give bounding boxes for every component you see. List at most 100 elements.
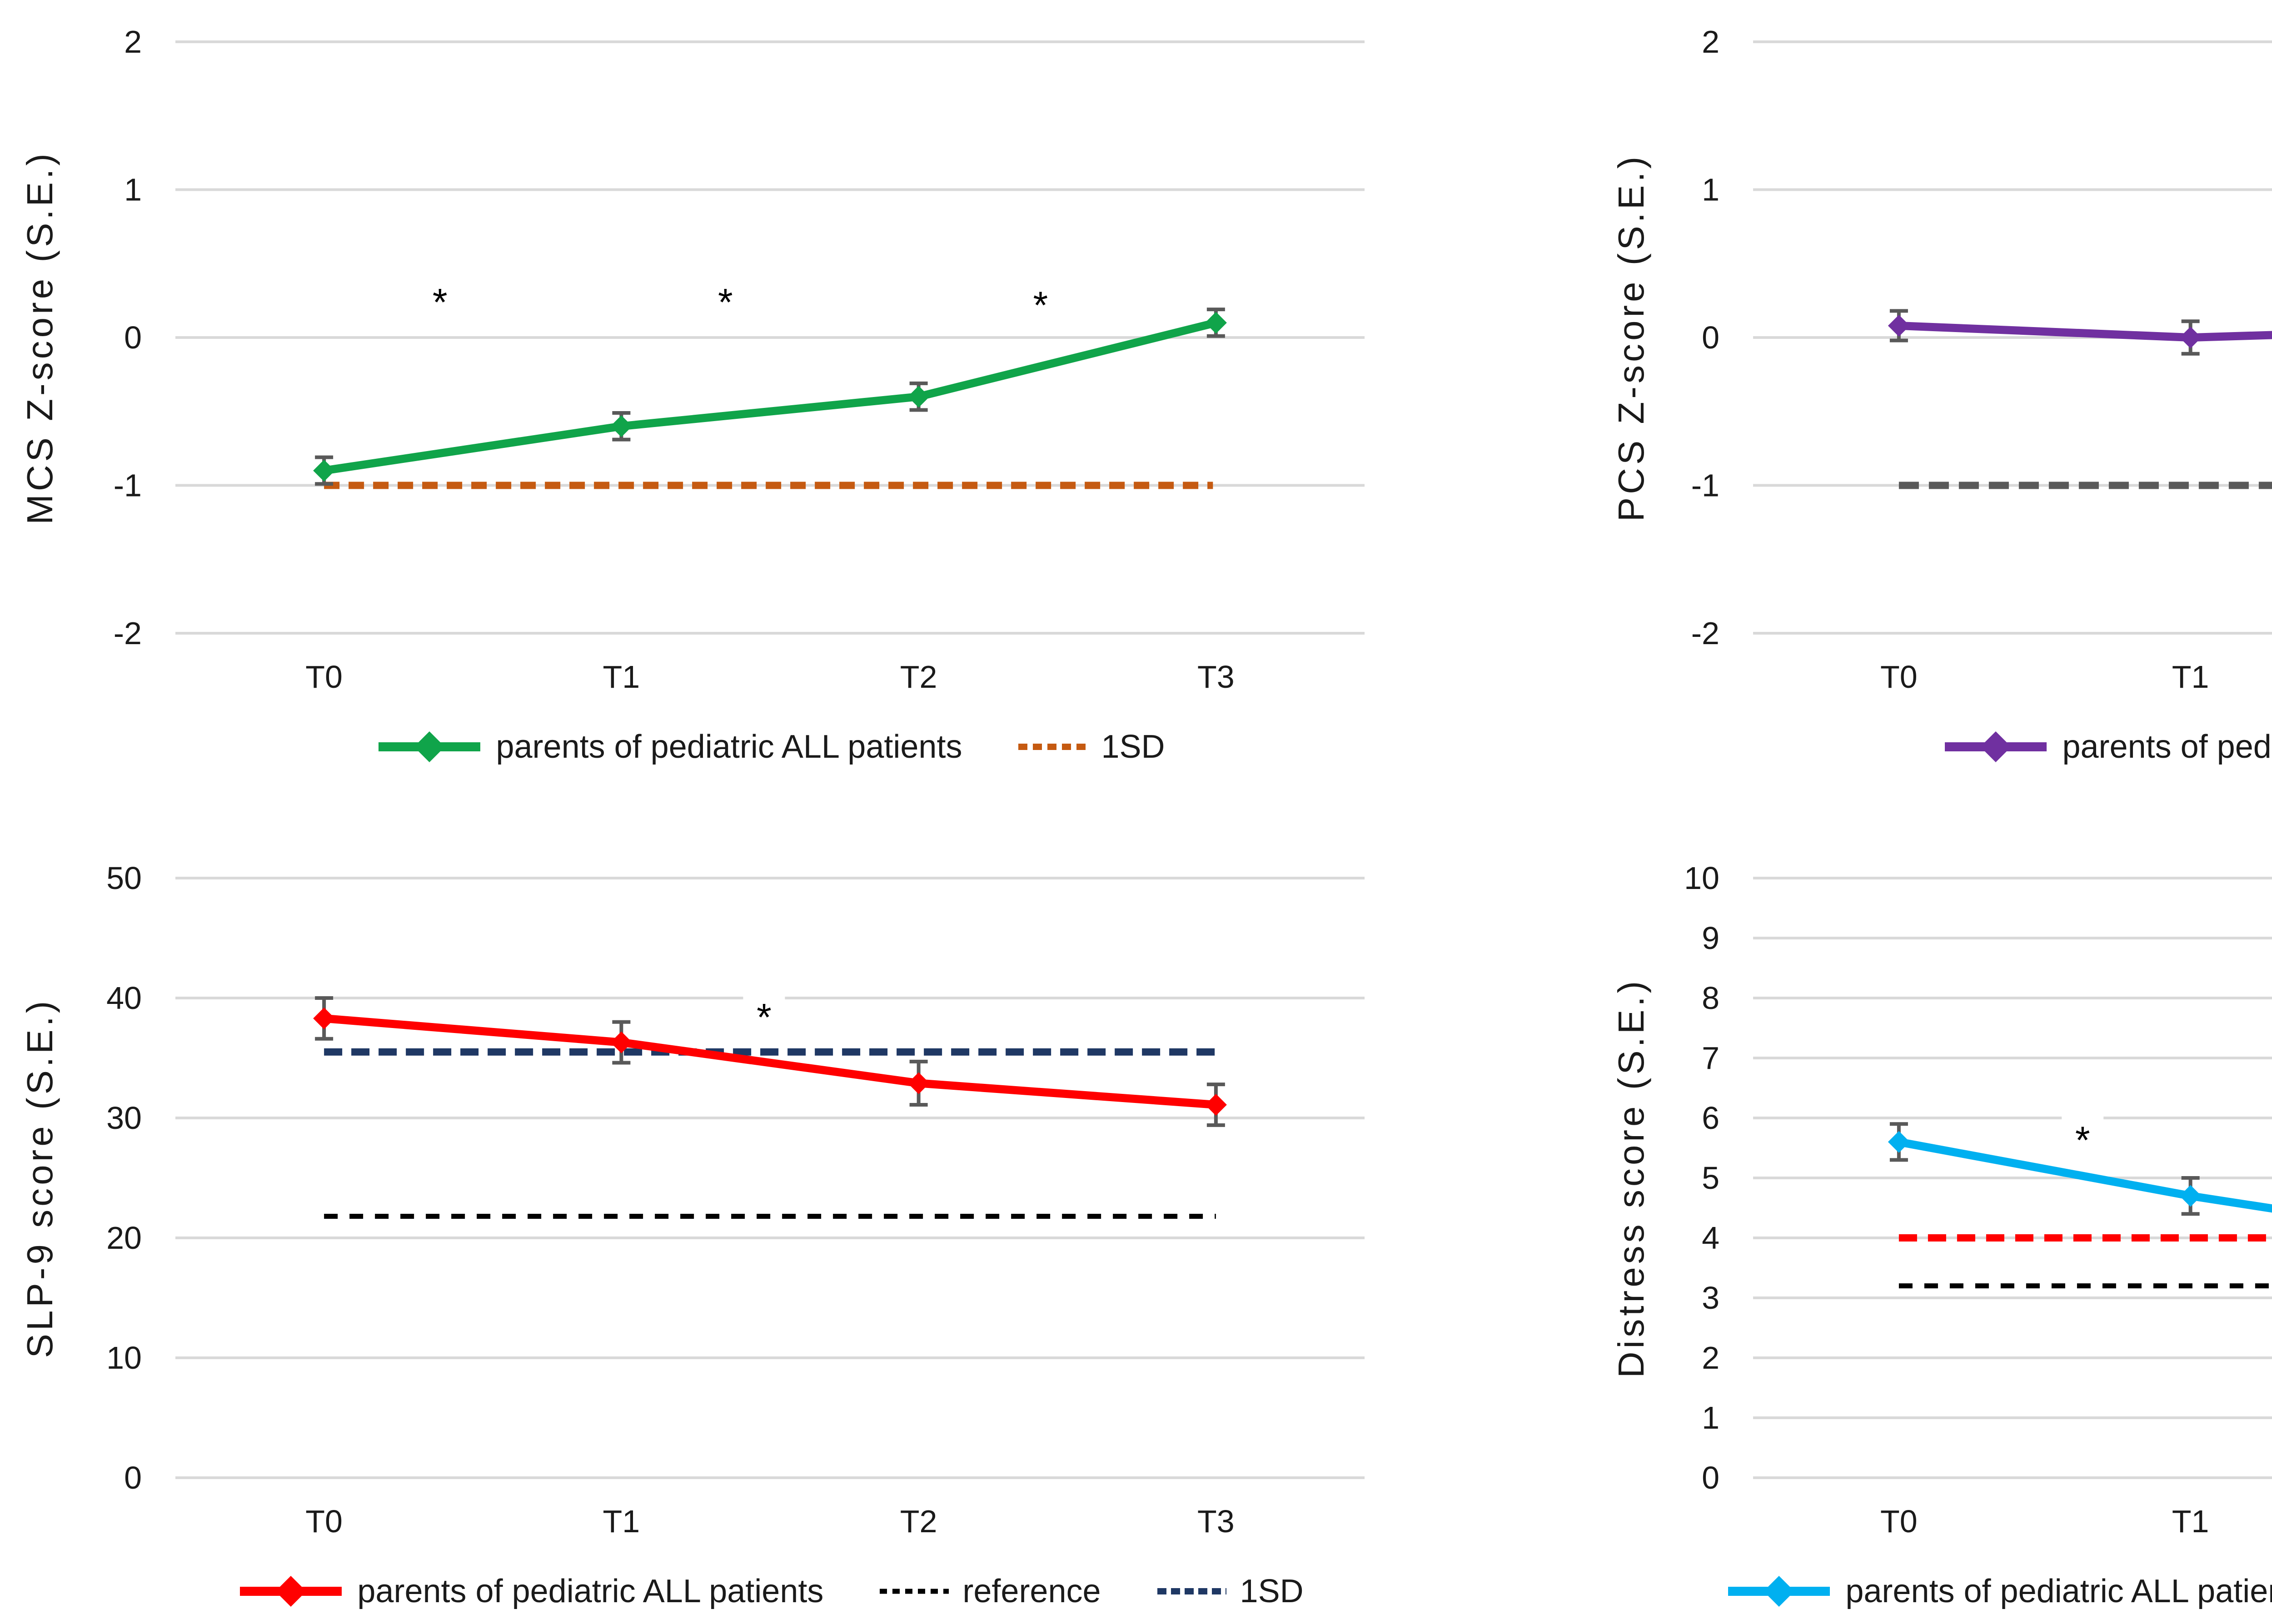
y-tick-label: -2 <box>114 616 142 651</box>
legend-label: parents of pediatric ALL patients <box>1845 1573 2272 1609</box>
annotation-background <box>2062 1106 2104 1162</box>
y-tick-label: 8 <box>1702 980 1719 1016</box>
legend-label: 1SD <box>1240 1573 1304 1609</box>
x-tick-label: T3 <box>1197 1504 1235 1539</box>
y-tick-label: 0 <box>1702 320 1719 355</box>
dashed-line-swatch-icon <box>1157 1588 1226 1594</box>
series-swatch-icon <box>1945 731 2047 762</box>
data-point-marker <box>1888 1131 1910 1153</box>
significance-asterisk: * <box>2075 1119 2090 1162</box>
legend-item-series: parents of pediatric ALL patients <box>236 1571 823 1612</box>
series-line <box>1894 321 2272 342</box>
y-tick-label: 6 <box>1702 1100 1719 1136</box>
x-tick-label: T1 <box>603 659 640 695</box>
data-point-marker <box>907 386 930 408</box>
y-tick-label: 0 <box>124 1460 142 1495</box>
legend-item-series: parents of pediatric ALL patients <box>1724 1571 2272 1612</box>
y-tick-label: 30 <box>106 1100 142 1136</box>
y-tick-label: 2 <box>124 24 142 60</box>
y-axis-title: PCS Z-score (S.E.) <box>1611 153 1651 522</box>
chart-panel-2: 50 40 30 20 10 0 T0 T1 T2 T3 * <box>106 860 1365 1539</box>
y-tick-label: 4 <box>1702 1220 1719 1256</box>
annotation-background <box>419 268 461 324</box>
y-tick-label: 2 <box>1702 1340 1719 1376</box>
x-tick-label: T2 <box>900 659 937 695</box>
data-point-marker <box>313 1007 335 1029</box>
legend-label: reference <box>962 1573 1101 1609</box>
legend-label: parents of pediatric ALL patients <box>496 729 962 765</box>
dashed-line-swatch-icon <box>880 1589 949 1594</box>
annotation-background <box>743 983 785 1040</box>
x-tick-label: T3 <box>1197 659 1235 695</box>
legend-item-ref: 1SD <box>1156 1571 1304 1612</box>
data-point-marker <box>1205 1093 1227 1116</box>
y-tick-label: 10 <box>1684 860 1719 896</box>
y-axis-title: SLP-9 score (S.E.) <box>20 998 60 1358</box>
x-tick-label: T2 <box>900 1504 937 1539</box>
x-tick-label: T0 <box>305 659 343 695</box>
x-tick-label: T1 <box>2172 659 2209 695</box>
legend-item-ref: 1SD <box>1016 726 1165 767</box>
y-tick-label: -1 <box>1691 468 1719 503</box>
significance-asterisk: * <box>433 281 448 323</box>
y-tick-label: 7 <box>1702 1040 1719 1076</box>
y-tick-label: 3 <box>1702 1280 1719 1316</box>
series-swatch-icon <box>1728 1576 1830 1607</box>
y-tick-label: 50 <box>106 860 142 896</box>
legend-item-series: parents of pediatric ALL patients <box>1941 726 2272 767</box>
legend-label: parents of pediatric ALL patients <box>357 1573 824 1609</box>
annotation-background <box>1019 271 1061 328</box>
y-tick-label: 20 <box>106 1220 142 1256</box>
y-tick-label: 40 <box>106 980 142 1016</box>
y-tick-label: 10 <box>106 1340 142 1376</box>
legend-item-ref: reference <box>878 1571 1101 1612</box>
data-point-marker <box>1205 312 1227 334</box>
x-tick-label: T0 <box>1880 659 1918 695</box>
series-line <box>320 1014 1220 1109</box>
x-tick-label: T0 <box>1880 1504 1918 1539</box>
legend: parents of pediatric ALL patients 1SD <box>175 720 1365 774</box>
y-tick-label: 1 <box>1702 172 1719 208</box>
legend-label: parents of pediatric ALL patients <box>2062 729 2272 765</box>
data-point-marker <box>610 1031 633 1053</box>
legend-label: 1SD <box>1101 729 1165 765</box>
y-tick-label: 2 <box>1702 24 1719 60</box>
significance-asterisk: * <box>718 281 733 323</box>
data-point-marker <box>907 1072 930 1094</box>
series-line <box>320 318 1220 475</box>
data-point-marker <box>2179 327 2202 348</box>
y-axis-title: Distress score (S.E.) <box>1611 978 1651 1378</box>
significance-asterisk: * <box>1033 283 1048 326</box>
legend-item-series: parents of pediatric ALL patients <box>375 726 962 767</box>
data-point-marker <box>313 459 335 482</box>
chart-panel-0: 2 1 0 -1 -2 T0 T1 T2 T3 * * * <box>114 24 1365 695</box>
data-point-marker <box>1888 314 1910 337</box>
x-tick-label: T0 <box>305 1504 343 1539</box>
y-tick-label: 0 <box>124 320 142 355</box>
dashed-line-swatch-icon <box>1018 744 1088 750</box>
data-point-marker <box>2179 1185 2202 1207</box>
x-tick-label: T1 <box>603 1504 640 1539</box>
significance-asterisk: * <box>757 996 772 1038</box>
y-tick-label: 0 <box>1702 1460 1719 1495</box>
series-swatch-icon <box>240 1576 342 1607</box>
series-swatch-icon <box>379 731 481 762</box>
legend: parents of pediatric ALL patients referen… <box>175 1564 1365 1619</box>
y-tick-label: -2 <box>1691 616 1719 651</box>
annotation-background <box>704 268 747 324</box>
x-tick-label: T1 <box>2172 1504 2209 1539</box>
y-tick-label: 5 <box>1702 1160 1719 1196</box>
y-tick-label: 1 <box>124 172 142 208</box>
y-axis-title: MCS Z-score (S.E.) <box>20 150 60 525</box>
y-tick-label: 1 <box>1702 1400 1719 1435</box>
chart-panel-3: 109876543210T0T1T2T3*** <box>1684 860 2272 1539</box>
data-point-marker <box>610 415 633 437</box>
y-tick-label: -1 <box>114 468 142 503</box>
legend: parents of pediatric ALL patientsreferen… <box>1728 1564 2272 1619</box>
series-line <box>1894 1137 2272 1213</box>
y-tick-label: 9 <box>1702 920 1719 956</box>
